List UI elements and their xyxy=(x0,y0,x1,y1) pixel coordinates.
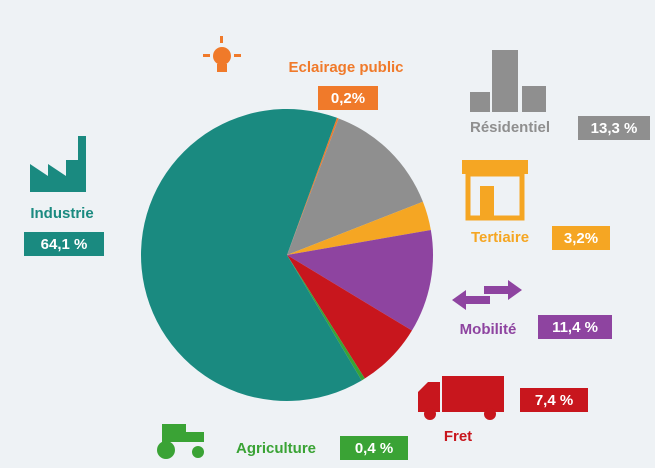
bulb-icon xyxy=(203,36,241,72)
value-box xyxy=(578,116,650,140)
category-label: Mobilité xyxy=(460,321,517,338)
value-box xyxy=(538,315,612,339)
pie-slice xyxy=(287,201,431,255)
category-label: Résidentiel xyxy=(470,119,550,136)
pie-slice xyxy=(287,255,412,379)
pie-slice xyxy=(287,117,339,256)
value-label: 0,2% xyxy=(331,90,365,107)
value-box xyxy=(24,232,104,256)
buildings-icon xyxy=(470,50,546,112)
value-label: 3,2% xyxy=(564,230,598,247)
value-box xyxy=(552,226,610,250)
pie-slice xyxy=(287,118,423,255)
category-label: Eclairage public xyxy=(288,59,403,76)
category-label: Industrie xyxy=(30,205,93,222)
arrows-icon xyxy=(452,280,522,310)
pie-slice xyxy=(287,229,433,331)
labels: Eclairage public 0,2% Résidentiel 13,3 % Ter… xyxy=(24,59,650,460)
category-label: Tertiaire xyxy=(471,229,529,246)
value-label: 64,1 % xyxy=(41,236,88,253)
value-box xyxy=(340,436,408,460)
tractor-icon xyxy=(157,424,204,459)
value-label: 7,4 % xyxy=(535,392,573,409)
value-label: 13,3 % xyxy=(591,120,638,137)
value-box xyxy=(318,86,378,110)
factory-icon xyxy=(30,136,86,192)
value-label: 11,4 % xyxy=(552,319,598,336)
value-box xyxy=(520,388,588,412)
category-label: Fret xyxy=(444,428,472,445)
pie-slice xyxy=(287,255,365,381)
truck-icon xyxy=(418,376,504,420)
value-label: 0,4 % xyxy=(355,440,393,457)
shop-icon xyxy=(462,160,528,221)
pie-slice xyxy=(141,108,362,401)
pie xyxy=(141,108,433,401)
category-label: Agriculture xyxy=(236,440,316,457)
